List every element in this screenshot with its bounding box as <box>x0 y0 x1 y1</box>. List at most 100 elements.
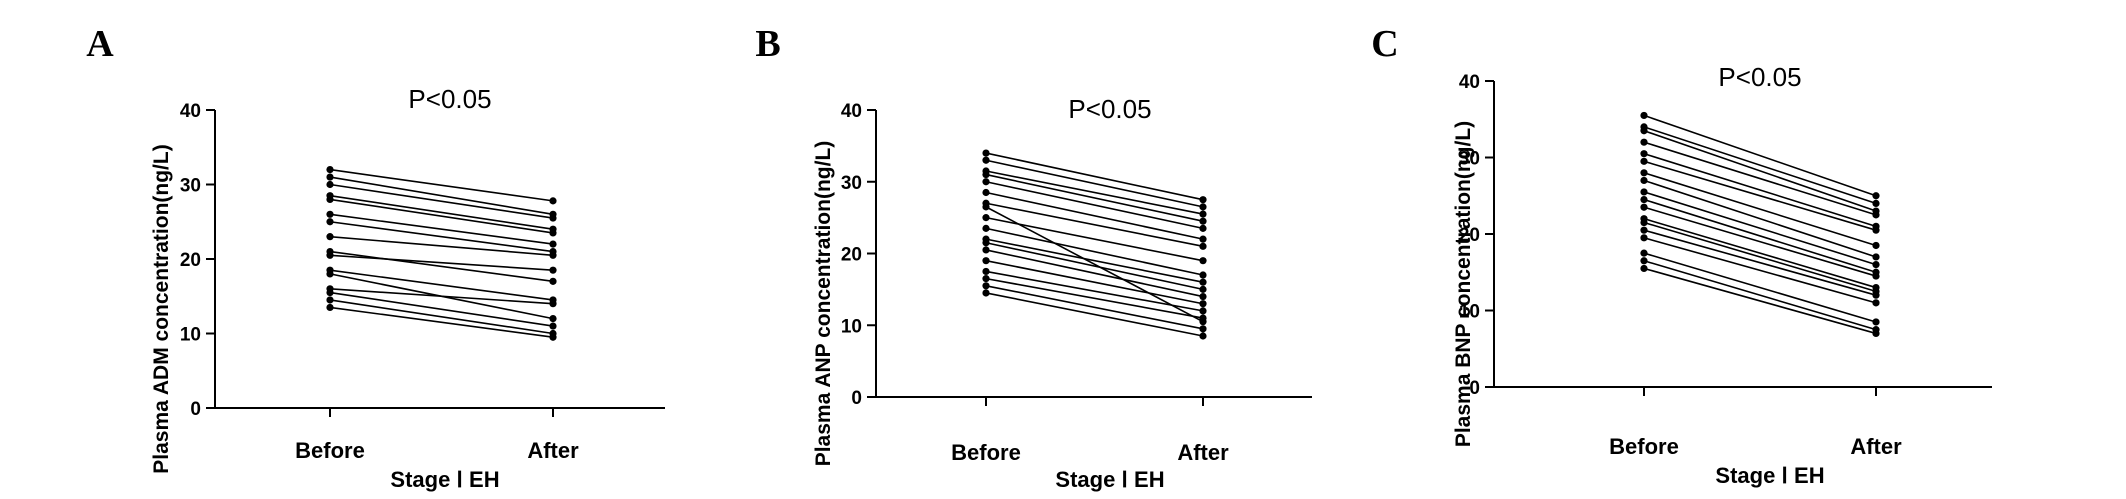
data-point-before <box>982 289 990 297</box>
data-point-before <box>982 267 990 276</box>
series-line <box>985 152 1204 201</box>
data-point-before <box>326 251 334 259</box>
x-category-label: Before <box>1609 434 1679 459</box>
series-line <box>985 238 1204 283</box>
series-line <box>985 173 1204 222</box>
data-point-before <box>326 180 334 189</box>
data-point-before <box>1640 138 1648 146</box>
series-line <box>329 291 554 327</box>
y-tick-label: 10 <box>1459 302 1480 323</box>
series-line <box>1643 252 1877 323</box>
data-point-after <box>549 277 557 285</box>
data-point-before <box>326 303 334 312</box>
series-line <box>329 235 554 257</box>
x-axis-title: Stage Ⅰ EH <box>390 467 499 492</box>
data-point-before <box>982 170 990 179</box>
x-axis-title: Stage Ⅰ EH <box>1715 463 1824 488</box>
data-point-after <box>1199 307 1207 315</box>
series-line <box>985 285 1204 330</box>
data-point-after <box>1872 192 1880 200</box>
data-point-before <box>1640 195 1648 204</box>
y-tick-label: 30 <box>841 173 862 194</box>
data-point-before <box>326 195 334 203</box>
data-point-before <box>1640 157 1648 165</box>
x-category-label: Before <box>295 438 365 463</box>
data-point-before <box>326 210 334 218</box>
data-point-before <box>1640 127 1648 135</box>
x-category-label: Before <box>951 440 1021 465</box>
data-point-after <box>1872 211 1880 219</box>
series-line <box>1643 160 1877 231</box>
data-point-after <box>1199 325 1207 333</box>
data-point-after <box>1199 285 1207 293</box>
data-point-before <box>326 173 334 181</box>
data-point-after <box>1199 300 1207 308</box>
series-line <box>1643 172 1877 247</box>
series-line <box>985 292 1204 337</box>
series-line <box>985 259 1204 305</box>
data-point-before <box>1640 257 1648 265</box>
panel-c: C P<0.05 0 10 20 30 40 Before After Plasma BNP co… <box>1371 23 1992 488</box>
data-point-after <box>549 251 557 259</box>
data-point-before <box>1640 188 1648 196</box>
series-line <box>329 183 554 219</box>
data-point-after <box>1872 253 1880 261</box>
data-point-after <box>549 214 557 222</box>
series-line <box>329 306 554 339</box>
series-line <box>1643 221 1877 293</box>
data-point-after <box>549 333 557 341</box>
series-line <box>1643 179 1877 258</box>
data-point-after <box>1199 278 1207 286</box>
x-category-label: After <box>1177 440 1229 465</box>
data-point-after <box>549 266 557 274</box>
y-tick-label: 20 <box>180 250 201 271</box>
series-line <box>329 220 554 253</box>
y-tick-label: 20 <box>841 245 862 266</box>
data-point-before <box>1640 176 1648 185</box>
series-line <box>1643 129 1877 212</box>
data-point-before <box>982 156 990 164</box>
y-tick-label: 0 <box>851 388 862 409</box>
data-point-after <box>1199 271 1207 279</box>
data-point-before <box>982 203 990 211</box>
series-line <box>1643 237 1877 304</box>
data-point-after <box>1199 242 1207 250</box>
data-point-before <box>1640 203 1648 211</box>
data-point-before <box>982 224 990 232</box>
y-tick-label: 10 <box>180 325 201 346</box>
y-tick-label: 40 <box>180 101 201 122</box>
series-line <box>985 216 1204 262</box>
series-line <box>329 176 554 216</box>
data-point-before <box>1640 169 1648 177</box>
series-line <box>985 191 1204 240</box>
data-point-after <box>1199 210 1207 218</box>
series-line <box>1643 152 1877 228</box>
data-point-before <box>326 218 334 226</box>
y-tick-label: 0 <box>1469 378 1480 399</box>
data-point-before <box>1640 111 1648 120</box>
series-line <box>1643 126 1877 205</box>
series-line <box>1643 114 1877 197</box>
series-line <box>985 227 1204 276</box>
data-point-before <box>1640 218 1648 227</box>
series-line <box>985 159 1204 208</box>
x-axis-title: Stage Ⅰ EH <box>1055 467 1164 492</box>
series-line <box>329 288 554 305</box>
data-point-before <box>326 166 334 174</box>
series-line <box>329 198 554 234</box>
data-point-before <box>1640 234 1648 242</box>
data-point-after <box>1872 299 1880 307</box>
data-point-before <box>1640 226 1648 234</box>
series-line <box>329 269 554 301</box>
data-point-after <box>1872 291 1880 299</box>
panel-letter: B <box>755 23 780 65</box>
y-tick-label: 40 <box>841 101 862 122</box>
data-point-after <box>549 300 557 308</box>
data-point-after <box>549 315 557 323</box>
panel-letter: C <box>1371 23 1398 65</box>
series-line <box>1643 198 1877 274</box>
series-line <box>985 277 1204 319</box>
data-point-before <box>982 188 990 197</box>
y-tick-label: 10 <box>841 316 862 337</box>
